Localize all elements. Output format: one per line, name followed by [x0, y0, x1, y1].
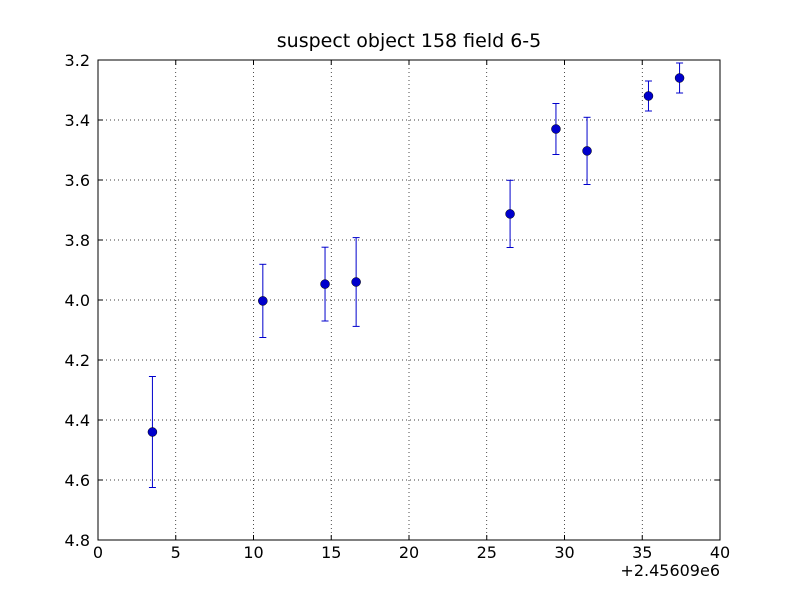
- x-tick-label: 5: [171, 543, 181, 562]
- plot-frame: [97, 59, 721, 541]
- x-tick-label: 15: [321, 543, 341, 562]
- x-tick-label: 35: [632, 543, 652, 562]
- y-tick-label: 4.0: [65, 291, 90, 310]
- y-tick-label: 3.6: [65, 171, 90, 190]
- data-point: [147, 427, 158, 437]
- y-tick-label: 4.2: [65, 351, 90, 370]
- data-point: [551, 124, 561, 134]
- x-tick-label: 0: [93, 543, 103, 562]
- x-tick-label: 30: [554, 543, 574, 562]
- y-tick-label: 3.4: [65, 111, 90, 130]
- x-tick-label: 20: [399, 543, 419, 562]
- data-point: [505, 209, 515, 219]
- data-point: [320, 279, 330, 289]
- y-tick-label: 4.8: [65, 531, 90, 550]
- data-point: [643, 91, 654, 101]
- data-point: [674, 73, 685, 83]
- y-tick-label: 4.6: [65, 471, 90, 490]
- y-tick-label: 3.2: [65, 51, 90, 70]
- x-tick-label: 40: [710, 543, 730, 562]
- y-tick-label: 3.8: [65, 231, 90, 250]
- x-tick-label: 25: [477, 543, 497, 562]
- data-point: [351, 277, 361, 287]
- data-point: [258, 296, 268, 306]
- x-offset-label: +2.45609e6: [620, 561, 720, 580]
- x-tick-label: 10: [243, 543, 263, 562]
- y-tick-label: 4.4: [65, 411, 90, 430]
- data-point: [582, 146, 592, 156]
- chart-title: suspect object 158 field 6-5: [277, 30, 542, 52]
